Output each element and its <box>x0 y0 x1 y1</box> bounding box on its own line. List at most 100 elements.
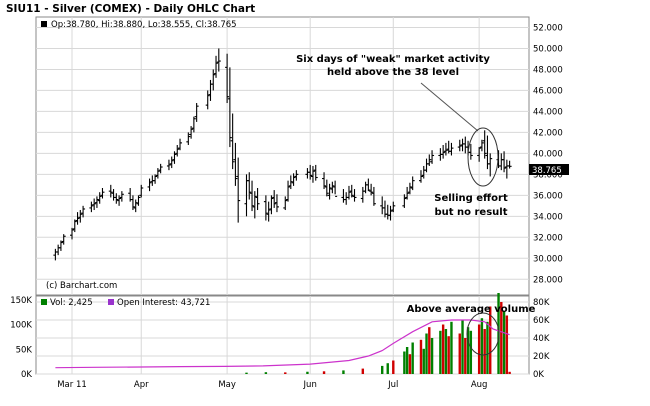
ohlc-bar <box>166 159 171 171</box>
vol-left-tick-3: 150K <box>10 296 32 306</box>
annotation-volume-circle <box>466 312 500 356</box>
ohlc-bar <box>72 219 77 233</box>
ohlc-bar <box>58 240 63 251</box>
ohlc-bar <box>233 142 238 186</box>
volume-right-axis: 0K 20K 40K 60K 80K <box>533 298 550 380</box>
ohlc-bar <box>266 201 271 222</box>
price-tick-label-4: 36.000 <box>533 191 563 201</box>
volume-bar <box>428 327 431 374</box>
ohlc-bar <box>405 186 410 200</box>
annotation-above-average-volume: Above average volume <box>407 304 536 315</box>
ohlc-bar <box>252 191 257 219</box>
annotation-weak-activity-line1: Six days of "weak" market activity <box>296 54 490 65</box>
last-price-label: 38.765 <box>532 166 562 176</box>
ohlc-bar <box>119 191 124 202</box>
volume-bar <box>322 371 326 374</box>
x-tick-label-3: Jun <box>303 380 317 390</box>
ohlc-bar <box>369 183 374 196</box>
annotation-weak-activity-line2: held above the 38 level <box>327 67 459 78</box>
annotation-price-circle <box>467 127 499 187</box>
ohlc-legend-swatch <box>41 21 47 27</box>
volume-bar <box>502 311 506 374</box>
price-tick-label-6: 40.000 <box>533 149 563 159</box>
ohlc-bar <box>117 195 122 206</box>
oi-legend-label: Open Interest: 43,721 <box>117 298 210 308</box>
x-axis: Mar 11 Apr May Jun Jul Aug <box>57 380 487 390</box>
price-tick-label-2: 32.000 <box>533 233 563 243</box>
vol-left-tick-0: 0K <box>21 370 32 380</box>
volume-bar <box>469 330 473 374</box>
ohlc-bar <box>158 163 163 174</box>
volume-bar <box>411 342 414 374</box>
ohlc-bar <box>191 116 196 133</box>
price-tick-label-3: 34.000 <box>533 212 563 222</box>
price-tick-label-11: 50.000 <box>533 44 563 54</box>
vol-right-tick-2: 40K <box>533 334 550 344</box>
ohlc-bar <box>61 234 66 245</box>
ohlc-bar <box>410 176 415 191</box>
x-tick-label-1: Apr <box>134 380 149 390</box>
volume-bar <box>306 371 309 374</box>
ohlc-bar <box>139 184 144 198</box>
ohlc-bar <box>114 193 119 204</box>
x-tick-label-4: Jul <box>387 380 398 390</box>
volume-bar <box>342 370 345 374</box>
volume-bar <box>439 330 442 374</box>
ohlc-bar <box>92 198 97 211</box>
volume-bar <box>466 327 470 374</box>
ohlc-bar <box>175 144 180 157</box>
barchart-credit: (c) Barchart.com <box>46 281 117 291</box>
volume-bar <box>430 338 434 374</box>
ohlc-bar <box>288 175 293 190</box>
volume-bar <box>505 315 509 374</box>
ohlc-bar <box>477 147 482 162</box>
ohlc-bar <box>324 179 329 197</box>
vol-left-tick-2: 100K <box>10 321 32 331</box>
ohlc-bar <box>366 178 371 192</box>
volume-bar <box>284 372 287 374</box>
ohlc-bar <box>89 201 94 213</box>
ohlc-bar <box>130 195 135 211</box>
price-tick-label-12: 52.000 <box>533 23 563 33</box>
price-tick-label-1: 30.000 <box>533 254 563 264</box>
volume-bar <box>392 360 395 374</box>
ohlc-bar <box>230 113 235 170</box>
ohlc-series <box>53 48 512 261</box>
ohlc-bar <box>330 181 335 194</box>
price-tick-label-5: 38.000 <box>533 170 563 180</box>
ohlc-bar <box>133 199 138 213</box>
volume-bar <box>500 302 503 374</box>
ohlc-bar <box>449 142 454 156</box>
ohlc-bar <box>468 143 473 160</box>
ohlc-bar <box>308 164 313 180</box>
price-tick-label-9: 46.000 <box>533 86 563 96</box>
ohlc-bar <box>352 189 357 202</box>
ohlc-bar <box>108 184 113 198</box>
ohlc-bar <box>225 53 230 104</box>
ohlc-readout: Op:38.780, Hi:38.880, Lo:38.555, Cl:38.7… <box>51 20 237 30</box>
volume-bar <box>425 333 428 374</box>
ohlc-bar <box>255 187 260 211</box>
annotation-arrow <box>420 82 479 132</box>
ohlc-bar <box>263 195 268 221</box>
ohlc-bar <box>100 187 105 199</box>
vol-right-tick-1: 20K <box>533 352 550 362</box>
ohlc-bar <box>214 55 219 78</box>
price-tick-label-0: 28.000 <box>533 275 563 285</box>
ohlc-bar <box>430 150 435 164</box>
ohlc-bar <box>333 180 338 197</box>
ohlc-bar <box>81 205 86 218</box>
ohlc-bar <box>97 192 102 204</box>
volume-bar <box>264 372 268 374</box>
annotation-selling-line1: Selling effort <box>434 193 508 204</box>
volume-bar <box>422 348 425 374</box>
price-tick-label-8: 44.000 <box>533 107 563 117</box>
price-tick-label-7: 42.000 <box>533 128 563 138</box>
oi-legend-swatch <box>108 299 114 305</box>
ohlc-bar <box>169 156 174 169</box>
ohlc-bar <box>349 184 354 198</box>
ohlc-bar <box>250 180 255 212</box>
volume-bar <box>444 329 448 374</box>
ohlc-bar <box>457 139 462 152</box>
